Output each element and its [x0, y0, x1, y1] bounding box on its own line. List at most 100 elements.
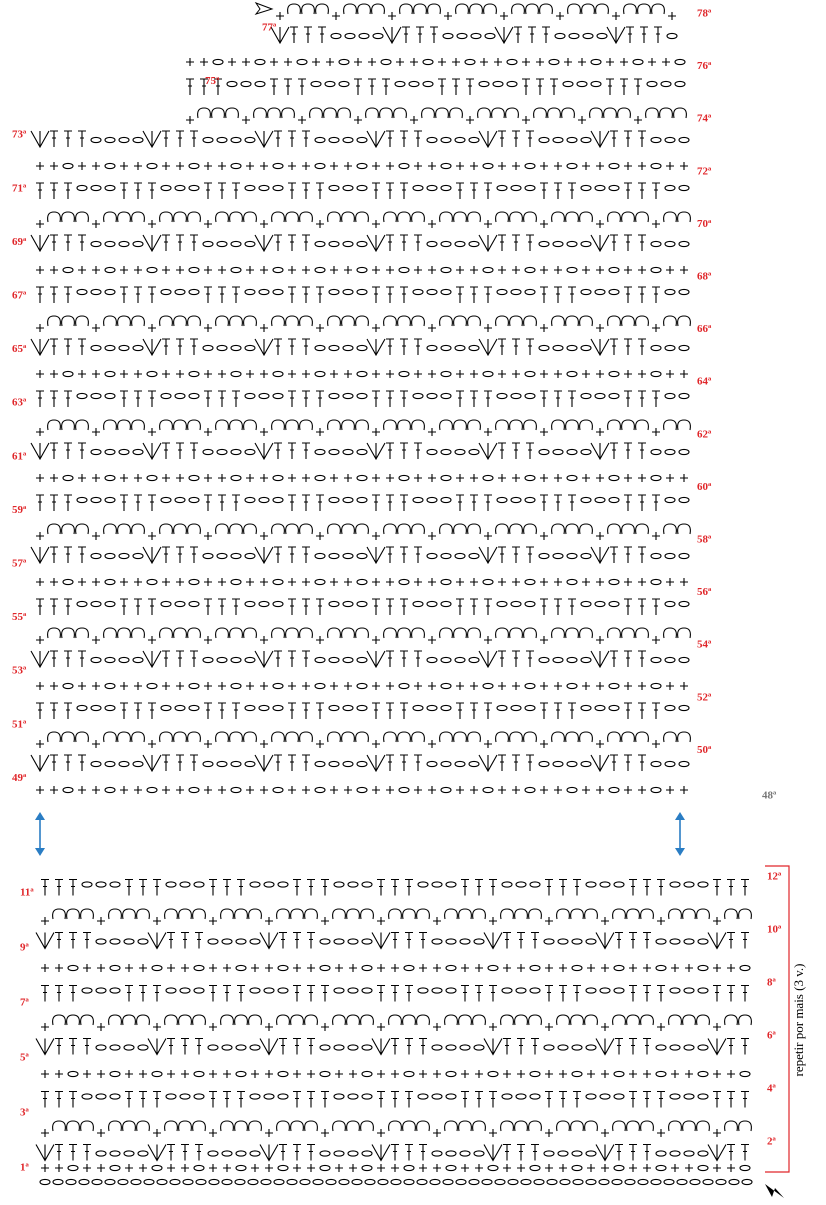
stitch-dc: [288, 598, 296, 615]
stitch-fan: [366, 650, 386, 669]
stitch-ch: [683, 1150, 695, 1157]
stitch-ch: [347, 987, 359, 994]
stitch-ch: [394, 80, 406, 88]
stitch-sc: [587, 964, 595, 972]
stitch-loop: [327, 731, 341, 743]
stitch-sc: [652, 532, 660, 540]
stitch-loop: [220, 1120, 234, 1132]
stitch-sc: [302, 578, 310, 586]
stitch-loop: [159, 731, 173, 743]
stitch-ch: [361, 881, 373, 888]
stitch-loop: [75, 627, 89, 639]
stitch-sc: [456, 682, 464, 690]
stitch-dc: [232, 702, 240, 719]
stitch-sc: [372, 532, 380, 540]
stitch-dc: [517, 1143, 525, 1161]
stitch-ch: [494, 1178, 506, 1186]
stitch-fan: [366, 754, 386, 773]
stitch-ch: [328, 552, 340, 560]
stitch-ch: [580, 136, 592, 144]
stitch-ch: [524, 288, 536, 296]
stitch-ch: [249, 987, 261, 994]
stitch-ch: [207, 1044, 219, 1051]
stitch-dc: [643, 1090, 651, 1108]
stitch-dc: [386, 754, 394, 771]
stitch-ch: [608, 682, 620, 690]
stitch-sc: [260, 220, 268, 228]
stitch-loop: [607, 523, 621, 535]
stitch-loop: [243, 211, 257, 223]
stitch-ch: [650, 162, 662, 170]
stitch-dc: [615, 1143, 623, 1161]
stitch-ch: [90, 392, 102, 400]
stitch-ch: [445, 938, 457, 945]
stitch-loop: [421, 107, 435, 119]
stitch-ch: [272, 288, 284, 296]
stitch-ch: [277, 1070, 289, 1078]
stitch-loop: [565, 419, 579, 431]
stitch-dc: [64, 390, 72, 407]
stitch-dc: [78, 130, 86, 147]
stitch-fan: [590, 130, 610, 149]
stitch-ch: [104, 760, 116, 768]
row-label: 61ª: [12, 450, 27, 462]
stitch-ch: [156, 1178, 168, 1186]
stitch-ch: [202, 240, 214, 248]
stitch-dc: [466, 78, 474, 95]
stitch-sc: [120, 682, 128, 690]
stitch-dc: [307, 1037, 315, 1055]
stitch-ch: [496, 392, 508, 400]
stitch-sc: [372, 162, 380, 170]
stitch-sc: [204, 740, 212, 748]
stitch-dc: [55, 984, 63, 1002]
stitch-dc: [69, 878, 77, 896]
row-label: 53ª: [12, 665, 27, 677]
stitch-loop: [411, 315, 425, 327]
stitch-ch: [557, 1044, 569, 1051]
stitch-fan: [254, 130, 274, 149]
stitch-dc: [638, 182, 646, 199]
stitch-dc: [218, 702, 226, 719]
stitch-sc: [484, 740, 492, 748]
stitch-sc: [489, 1023, 497, 1031]
stitch-ch: [328, 760, 340, 768]
stitch-sc: [204, 682, 212, 690]
stitch-ch: [655, 1044, 667, 1051]
stitch-dc: [727, 1090, 735, 1108]
stitch-sc: [540, 636, 548, 644]
stitch-ch: [356, 162, 368, 170]
stitch-sc: [55, 964, 63, 972]
stitch-dc: [489, 878, 497, 896]
stitch-ch: [137, 938, 149, 945]
stitch-ch: [160, 288, 172, 296]
stitch-loop: [276, 1014, 290, 1026]
stitch-loop: [523, 731, 537, 743]
stitch-dc: [55, 1090, 63, 1108]
stitch-fan: [590, 234, 610, 253]
stitch-sc: [713, 917, 721, 925]
stitch-fan: [595, 932, 615, 950]
stitch-loop: [178, 1014, 192, 1026]
stitch-ch: [347, 1093, 359, 1100]
stitch-dc: [204, 598, 212, 615]
stitch-ch: [258, 496, 270, 504]
stitch-sc: [344, 786, 352, 794]
stitch-ch: [426, 704, 438, 712]
stitch-ch: [361, 1044, 373, 1051]
stitch-ch: [272, 474, 284, 482]
stitch-ch: [338, 1178, 350, 1186]
stitch-ch: [151, 1070, 163, 1078]
stitch-ch: [663, 1178, 675, 1186]
stitch-sc: [204, 324, 212, 332]
stitch-ch: [416, 1178, 428, 1186]
stitch-ch: [566, 344, 578, 352]
stitch-dc: [386, 234, 394, 251]
stitch-ch: [608, 392, 620, 400]
stitch-dc: [274, 338, 282, 355]
stitch-sc: [601, 917, 609, 925]
stitch-ch: [412, 288, 424, 296]
stitch-fan: [590, 650, 610, 669]
stitch-loop: [173, 419, 187, 431]
stitch-loop: [388, 1120, 402, 1132]
stitch-ch: [524, 704, 536, 712]
